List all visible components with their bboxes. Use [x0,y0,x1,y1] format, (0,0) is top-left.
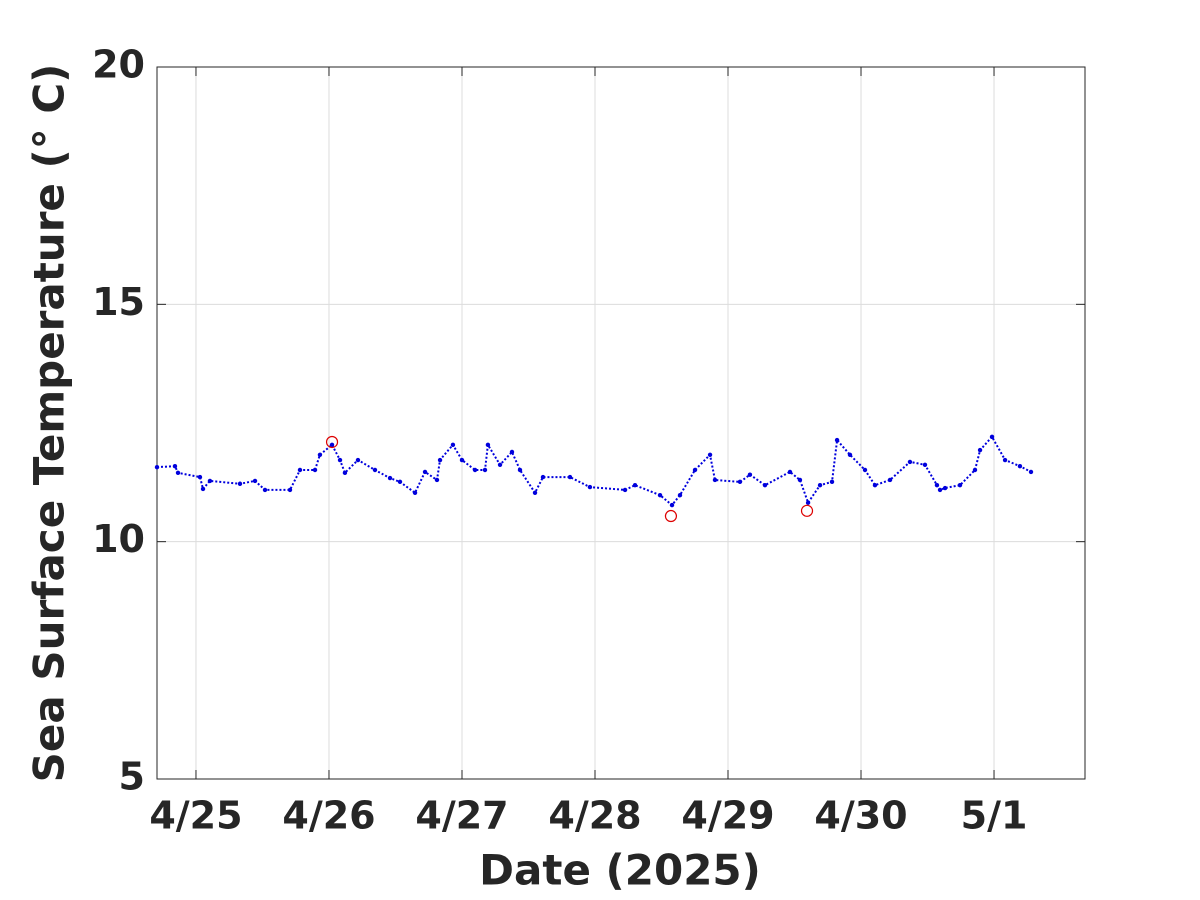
data-point [509,449,515,455]
y-axis-label: Sea Surface Temperature (° C) [25,64,74,783]
y-tick-label: 10 [92,517,145,561]
trace [156,435,1032,507]
data-point [587,484,593,490]
data-point [692,467,698,473]
plot-frame [156,66,1086,780]
data-point [762,482,768,488]
data-point [677,492,683,498]
data-point [172,463,178,469]
data-point [942,485,948,491]
data-point [887,477,893,483]
data-point [972,467,978,473]
data-point [540,474,546,480]
x-tick-label: 4/27 [415,794,508,838]
data-point [707,452,713,458]
data-point [317,452,323,458]
data-point [1028,469,1034,475]
data-point [532,490,538,495]
data-point [252,478,258,484]
data-point [412,490,418,495]
x-tick-label: 4/25 [149,794,242,838]
data-point [482,467,488,473]
data-point [977,447,983,453]
data-point [622,487,628,493]
data-point [797,477,803,483]
data-point [262,487,268,493]
data-point [207,478,213,484]
extreme-marker [325,435,339,449]
extreme-marker [800,504,814,517]
data-point [422,469,428,475]
data-point [907,459,913,465]
data-point [934,482,940,488]
x-tick-label: 4/26 [282,794,375,838]
data-point [434,477,440,483]
data-point [847,452,853,458]
data-point [817,482,823,488]
data-point [175,470,181,476]
data-point [1002,457,1008,463]
data-point [829,479,835,485]
data-point [937,487,943,493]
data-point [497,462,503,467]
data-point [197,474,203,480]
x-tick-label: 4/30 [814,794,907,838]
data-point [387,475,393,481]
data-point [805,500,811,505]
data-point [342,470,348,476]
y-tick-label: 15 [92,280,145,324]
data-point [712,477,718,483]
data-point [747,472,753,477]
data-point [567,474,573,480]
data-point [237,481,243,486]
data-point [287,487,293,493]
extreme-marker [664,509,678,523]
data-point [437,457,443,463]
data-point [297,467,303,473]
data-point [957,482,963,488]
data-point [397,479,403,485]
data-point [922,462,928,467]
data-point [1017,463,1023,469]
data-point [459,457,465,463]
y-tick-label: 5 [119,755,145,799]
y-tick-label: 20 [92,43,145,87]
data-point [450,442,456,448]
data-point [737,479,743,485]
data-point [355,457,361,463]
x-tick-label: 4/29 [681,794,774,838]
data-point [657,492,663,498]
x-tick-label: 5/1 [961,794,1028,838]
data-point [669,502,675,508]
data-point [872,482,878,488]
data-point [834,437,840,443]
data-point [472,467,478,473]
data-point [337,457,343,463]
data-point [329,442,335,448]
data-point [862,467,868,473]
data-point [787,469,793,475]
x-axis-label: Date (2025) [479,846,761,895]
data-point [485,442,491,448]
data-point [517,467,523,473]
data-point [372,467,378,473]
data-point [312,467,318,473]
data-point [200,486,206,492]
x-tick-label: 4/28 [548,794,641,838]
data-point [154,464,160,470]
data-point [632,482,638,488]
data-point [989,434,995,439]
